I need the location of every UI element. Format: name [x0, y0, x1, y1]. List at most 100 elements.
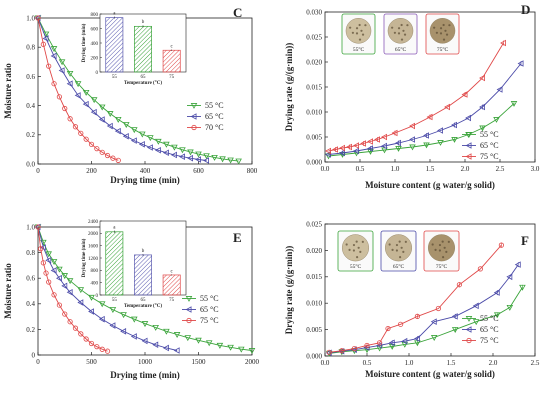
data-point	[195, 337, 202, 344]
data-point	[114, 116, 122, 123]
sample-disc	[342, 234, 370, 262]
x-tick-label: 600	[193, 167, 204, 175]
sample-speck	[439, 32, 443, 35]
data-point	[493, 117, 500, 123]
legend-label: 55 °C	[480, 130, 499, 139]
inset-y-tick-label: 200	[91, 56, 99, 61]
data-point	[98, 315, 105, 323]
data-point	[173, 332, 181, 338]
data-point	[163, 328, 170, 335]
photo-label: 55°C	[353, 46, 365, 53]
data-point	[325, 147, 331, 155]
y-tick-label: 0.4	[26, 102, 35, 110]
data-point	[493, 289, 500, 296]
data-point	[514, 261, 521, 268]
data-point	[40, 41, 46, 47]
data-point	[122, 122, 130, 129]
inset-y-tick-label: 0	[96, 71, 99, 76]
data-point	[498, 242, 504, 248]
data-point	[173, 347, 180, 354]
data-point	[82, 100, 89, 108]
data-point	[219, 156, 226, 163]
legend: 55 °C 65 °C 75 °C	[182, 294, 219, 325]
data-point	[472, 302, 479, 310]
data-point	[203, 157, 210, 164]
series-0	[34, 224, 256, 354]
data-point	[56, 266, 63, 273]
inset-x-axis-label: Temperature (°C)	[124, 81, 162, 86]
inset-x-tick-label: 55	[112, 298, 118, 303]
legend-marker	[465, 132, 473, 138]
data-point	[510, 101, 518, 107]
legend-marker	[185, 296, 193, 302]
legend: 55 °C 65 °C 75 °C	[462, 314, 499, 345]
data-point	[98, 301, 106, 308]
sample-speck	[395, 249, 399, 252]
data-point	[122, 132, 129, 140]
series-2	[325, 39, 506, 155]
data-point	[364, 342, 370, 349]
chart-panel-e: 0 500 1000 1500 2000 0 0.2 0.4 0.6 0.8 1.0 Drying t…	[3, 220, 260, 380]
data-point	[62, 311, 68, 317]
data-point	[346, 143, 352, 151]
data-point	[66, 80, 73, 87]
sample-speck	[391, 26, 394, 29]
inset-x-tick-label: 55	[112, 75, 118, 80]
y-tick-label: 0.020	[306, 58, 322, 66]
data-point	[110, 155, 116, 161]
data-point	[456, 282, 462, 288]
data-point	[325, 151, 331, 158]
legend: 55 °C 65 °C 70 °C	[187, 101, 224, 132]
data-point	[423, 142, 430, 149]
data-point	[66, 289, 73, 296]
sample-speck	[402, 29, 405, 32]
data-point	[187, 149, 194, 156]
data-point	[444, 103, 450, 111]
inset-y-tick-label: 600	[91, 27, 99, 32]
series-1	[325, 60, 524, 158]
y-tick-label: 0.8	[26, 44, 35, 52]
data-point	[353, 147, 359, 155]
sample-speck	[349, 26, 352, 29]
data-point	[332, 146, 338, 153]
series-line	[37, 226, 108, 352]
series-1	[34, 223, 180, 354]
inset-y-tick-label: 800	[91, 269, 99, 274]
data-point	[451, 313, 458, 320]
data-point	[83, 136, 89, 142]
sample-photo: 75°C	[425, 13, 460, 55]
data-point	[376, 345, 383, 352]
chart-panel-d: 0.0 0.5 1.0 1.5 2.0 2.5 3.0 0.000 0.005 0.010 0.01…	[284, 2, 540, 190]
data-point	[152, 324, 159, 331]
legend-label: 55 °C	[480, 314, 499, 323]
data-point	[227, 344, 234, 351]
sample-speck	[345, 243, 348, 246]
data-point	[391, 129, 398, 137]
data-point	[104, 348, 111, 354]
data-point	[62, 105, 68, 112]
data-point	[437, 127, 443, 134]
y-axis-label: Drying rate (g/(g·min))	[284, 43, 294, 131]
data-point	[451, 121, 457, 129]
inset-y-tick-label: 2000	[88, 232, 99, 237]
data-point	[238, 346, 245, 353]
sample-speck	[358, 23, 361, 27]
data-point	[376, 340, 383, 346]
data-point	[385, 325, 391, 332]
sample-speck	[398, 240, 401, 243]
sample-speck	[400, 38, 404, 41]
data-point	[90, 108, 97, 116]
series-line	[37, 17, 207, 161]
data-point	[46, 279, 52, 285]
data-point	[78, 331, 84, 337]
legend-marker	[466, 337, 472, 344]
data-point	[395, 146, 402, 152]
y-tick-label: 0	[32, 351, 36, 359]
data-point	[88, 141, 95, 147]
plot-frame	[324, 223, 536, 357]
data-point	[42, 35, 49, 42]
sample-speck	[351, 31, 355, 34]
data-point	[78, 130, 84, 136]
data-point	[61, 282, 68, 290]
legend-marker	[185, 306, 192, 313]
